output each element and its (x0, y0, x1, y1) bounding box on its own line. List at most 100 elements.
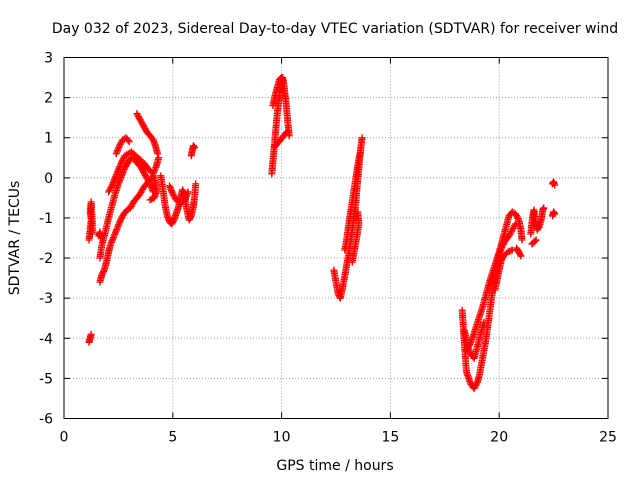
data-point (114, 147, 122, 155)
data-point (115, 178, 123, 186)
data-point (470, 384, 478, 392)
x-axis-label: GPS time / hours (276, 458, 393, 474)
data-point (115, 142, 123, 150)
y-tick-label: -6 (39, 412, 53, 428)
data-points (85, 74, 559, 392)
y-tick-labels: -6 -5 -4 -3 -2 -1 0 1 2 3 (39, 51, 53, 428)
data-point (108, 237, 116, 245)
data-point (116, 140, 124, 148)
data-point (506, 230, 514, 238)
data-point (145, 177, 153, 185)
data-point (184, 188, 192, 196)
data-point (105, 186, 113, 194)
data-point (166, 183, 174, 191)
data-point (151, 165, 159, 173)
data-point (140, 168, 148, 176)
data-point (144, 176, 152, 184)
data-point (87, 330, 95, 338)
data-point (120, 165, 128, 173)
data-point (145, 179, 153, 187)
data-point (123, 161, 131, 169)
data-point (471, 383, 479, 391)
data-point (126, 204, 134, 212)
data-point (517, 252, 525, 260)
data-point (512, 211, 520, 219)
data-point (114, 145, 122, 153)
data-point (141, 170, 149, 178)
data-point (120, 167, 128, 175)
data-point (278, 74, 286, 82)
data-point (512, 220, 520, 228)
data-point (473, 380, 481, 388)
data-point (154, 150, 162, 158)
data-point (110, 175, 118, 183)
data-point (149, 188, 157, 196)
data-point (182, 193, 190, 201)
chart-title: Day 032 of 2023, Sidereal Day-to-day VTE… (52, 21, 618, 37)
data-point (112, 150, 120, 158)
data-point (135, 113, 143, 121)
data-point (140, 123, 148, 131)
data-point (138, 119, 146, 127)
data-point (108, 182, 116, 190)
data-point (134, 111, 142, 119)
data-point (508, 226, 516, 234)
data-point (142, 173, 150, 181)
y-axis-label: SDTVAR / TECUs (7, 181, 23, 296)
data-point (348, 258, 356, 266)
data-point (117, 214, 125, 222)
data-point (356, 150, 364, 158)
data-point (151, 167, 159, 175)
data-point (115, 221, 123, 229)
data-point (109, 179, 117, 187)
x-tick-label: 20 (490, 430, 508, 446)
data-point (472, 381, 480, 389)
data-point (113, 224, 121, 232)
data-point (152, 163, 160, 171)
data-point (117, 173, 125, 181)
data-point (464, 344, 472, 352)
data-point (137, 117, 145, 125)
data-point (282, 129, 290, 137)
data-point (169, 190, 177, 198)
data-point (183, 189, 191, 197)
data-point (110, 232, 118, 240)
data-point (516, 251, 524, 259)
data-point (168, 188, 176, 196)
x-tick-label: 25 (599, 430, 617, 446)
data-point (113, 148, 121, 156)
data-point (138, 187, 146, 195)
data-point (109, 180, 117, 188)
data-point (464, 342, 472, 350)
data-point (507, 229, 515, 237)
data-point (167, 187, 175, 195)
x-tick-label: 10 (273, 430, 291, 446)
data-point (105, 188, 113, 196)
y-tick-label: 0 (44, 171, 53, 187)
x-tick-labels: 0 5 10 15 20 25 (60, 430, 617, 446)
data-point (167, 185, 175, 193)
data-point (115, 143, 123, 151)
data-point (109, 235, 117, 243)
data-point (465, 346, 473, 354)
data-point (118, 158, 126, 166)
data-point (112, 172, 120, 180)
y-tick-label: -2 (39, 251, 53, 267)
data-point (468, 334, 476, 342)
data-point (146, 196, 154, 204)
data-point (147, 195, 155, 203)
data-point (125, 138, 133, 146)
data-point (97, 234, 105, 242)
data-point (136, 190, 144, 198)
data-point (507, 247, 515, 255)
x-tick-label: 5 (168, 430, 177, 446)
data-point (510, 223, 518, 231)
data-point (116, 163, 124, 171)
data-point (117, 139, 125, 147)
data-point (114, 166, 122, 174)
data-point (551, 210, 559, 218)
data-point (170, 193, 178, 201)
data-point (191, 144, 199, 152)
data-point (508, 246, 516, 254)
